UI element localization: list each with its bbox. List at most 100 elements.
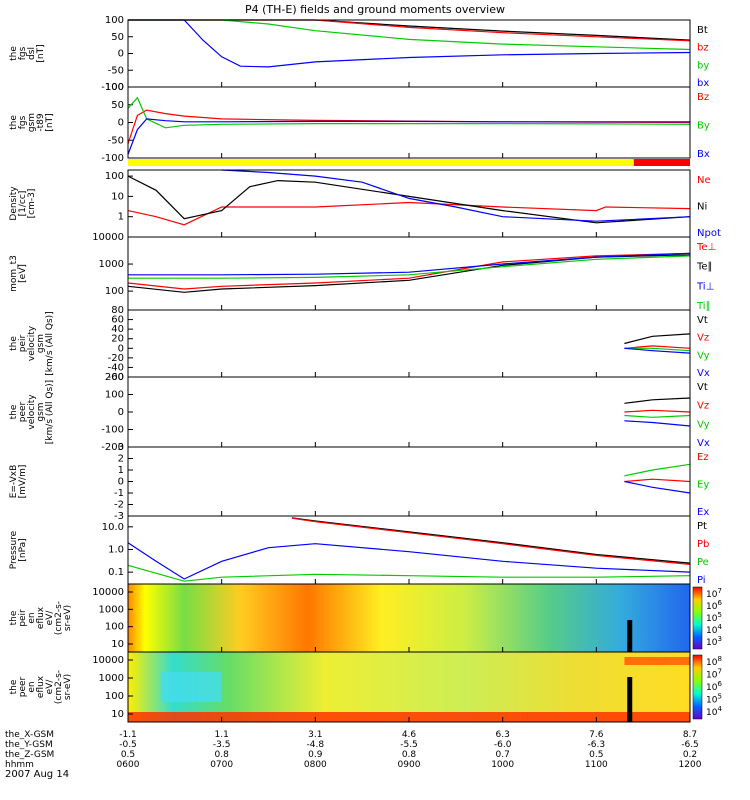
panel-frame xyxy=(127,169,691,238)
colorbar-tick-label: 106 xyxy=(706,680,722,693)
y-tick-label: 10.0 xyxy=(102,522,124,533)
y-axis-label-line: gsm xyxy=(36,402,46,421)
y-tick-label: 0 xyxy=(118,477,124,488)
series-bx-line xyxy=(127,118,690,155)
y-axis-label-line: en xyxy=(27,681,37,692)
legend-entry: Vt xyxy=(697,382,708,393)
y-tick-label: 50 xyxy=(111,100,124,111)
series-pi-line xyxy=(127,542,691,580)
series-bz-line xyxy=(127,109,691,144)
y-axis-label-line: the xyxy=(9,404,19,419)
x-axis-row-label: the_Z-GSM xyxy=(5,750,54,760)
series-by-line xyxy=(127,96,691,129)
series-vx-line xyxy=(624,420,691,427)
panel-peer_velocity: the peer velocity gsm [km/s (All Qs)] 200 100 0… xyxy=(9,372,710,453)
y-tick-label: -3 xyxy=(114,511,124,522)
panel-fgs_dsl: the fgs dsl [nT] 100 50 0 -50 -100 Bt bz by bx xyxy=(9,15,709,93)
panel-frame xyxy=(127,446,691,517)
colorbar xyxy=(692,586,703,650)
y-tick-label: -20 xyxy=(108,353,124,364)
y-axis-label-line: eflux xyxy=(36,675,46,698)
spectrogram-band-top xyxy=(624,657,690,665)
x-axis-value: 0.2 xyxy=(683,750,697,760)
colorbar xyxy=(692,654,703,720)
y-axis-label-line: (cm2-s- xyxy=(54,601,64,635)
y-tick-label: 100 xyxy=(105,390,124,401)
legend-entry: Vt xyxy=(697,315,708,326)
y-tick-label: 100 xyxy=(105,82,124,93)
x-axis-value: -0.5 xyxy=(119,740,137,750)
spectrogram-patch xyxy=(160,672,222,702)
y-axis-label-line: the xyxy=(9,46,19,61)
date-label: 2007 Aug 14 xyxy=(5,769,69,780)
y-axis-label-line: [nPa] xyxy=(18,538,28,561)
y-tick-label: 100 xyxy=(105,286,124,297)
series-bz-line xyxy=(128,19,691,42)
legend-entry: Ne xyxy=(697,175,711,186)
y-axis-label-line: [mV/m] xyxy=(18,465,28,499)
series-ti-line xyxy=(128,255,691,279)
y-axis-label-line: eV/ xyxy=(45,679,55,695)
series-npot-line xyxy=(221,169,691,222)
x-axis-value: 0600 xyxy=(117,760,140,770)
y-axis-label-line: en xyxy=(27,612,37,623)
y-axis-label-line: the xyxy=(9,610,19,625)
y-tick-label: 100 xyxy=(105,691,124,702)
x-axis-value: -6.3 xyxy=(588,740,606,750)
spectrogram-fill xyxy=(128,584,690,652)
series-ex-line xyxy=(624,480,691,494)
x-axis-value: -4.8 xyxy=(307,740,325,750)
y-axis-label-line: the xyxy=(9,679,19,694)
legend-entry: bx xyxy=(697,78,709,89)
panel-peir_velocity: the peir velocity gsm [km/s (All Qs)]8060402… xyxy=(9,305,710,383)
legend-entry: Ez xyxy=(697,452,709,463)
y-tick-label: 20 xyxy=(111,334,124,345)
legend-entry: Te∥ xyxy=(696,262,713,273)
series-vz-line xyxy=(624,409,691,413)
series-vy-line xyxy=(624,414,691,418)
x-axis-value: -5.5 xyxy=(400,740,418,750)
y-tick-label: 100 xyxy=(105,15,124,26)
x-axis-value: 0700 xyxy=(210,760,233,770)
legend-entry: bz xyxy=(697,43,709,54)
x-axis-value: 7.6 xyxy=(589,730,604,740)
legend-entry: By xyxy=(697,121,710,132)
y-tick-label: -100 xyxy=(101,82,124,93)
x-axis-value: 1.1 xyxy=(215,730,229,740)
y-axis-label-line: velocity xyxy=(27,325,37,361)
y-tick-label: 100 xyxy=(105,171,124,182)
legend-entry: Ey xyxy=(697,480,709,491)
colorbar-tick-label: 105 xyxy=(706,693,722,706)
panel-peir_en_eflux: the peir en eflux eV/(cm2-s-sr-eV) 10000 1000 1… xyxy=(9,583,722,653)
y-axis-label-line: [km/s (All Qs)] xyxy=(45,380,55,444)
y-axis-label-line: eV/ xyxy=(45,610,55,626)
y-tick-label: 0.1 xyxy=(108,567,124,578)
x-axis-value: 0.7 xyxy=(496,750,510,760)
y-axis-label-line: peir xyxy=(18,609,28,627)
y-tick-label: -60 xyxy=(108,372,124,383)
x-axis-row-label: hhmm xyxy=(5,760,34,770)
y-tick-label: 60 xyxy=(111,315,124,326)
x-axis-value: 3.1 xyxy=(308,730,322,740)
y-axis-label-line: peer xyxy=(18,401,28,422)
y-tick-label: 10 xyxy=(111,191,124,202)
y-axis-label-line: [cm-3] xyxy=(27,189,37,219)
data-gap xyxy=(627,620,633,652)
legend-entry: Npot xyxy=(697,228,721,239)
series-by-line xyxy=(128,19,691,51)
y-tick-label: 10 xyxy=(111,709,124,720)
y-axis-label-line: sr-eV) xyxy=(63,605,73,631)
y-axis-label-line: fgs xyxy=(18,115,28,129)
y-tick-label: -50 xyxy=(108,135,124,146)
panel-peer_en_eflux: the peer en eflux eV/(cm2-s-sr-eV) 10000 1000 1… xyxy=(9,651,722,723)
y-axis-label-line: peer xyxy=(18,676,28,697)
legend-entry: Vx xyxy=(697,368,710,379)
y-tick-label: 1 xyxy=(118,465,124,476)
y-axis-label-line: [1/cc] xyxy=(18,191,28,217)
x-axis-row-label: the_Y-GSM xyxy=(5,740,53,750)
legend-entry: Ti∥ xyxy=(696,301,711,312)
series-vt-line xyxy=(624,397,691,404)
panel-frame xyxy=(127,236,691,311)
legend-entry: Pb xyxy=(697,539,709,550)
